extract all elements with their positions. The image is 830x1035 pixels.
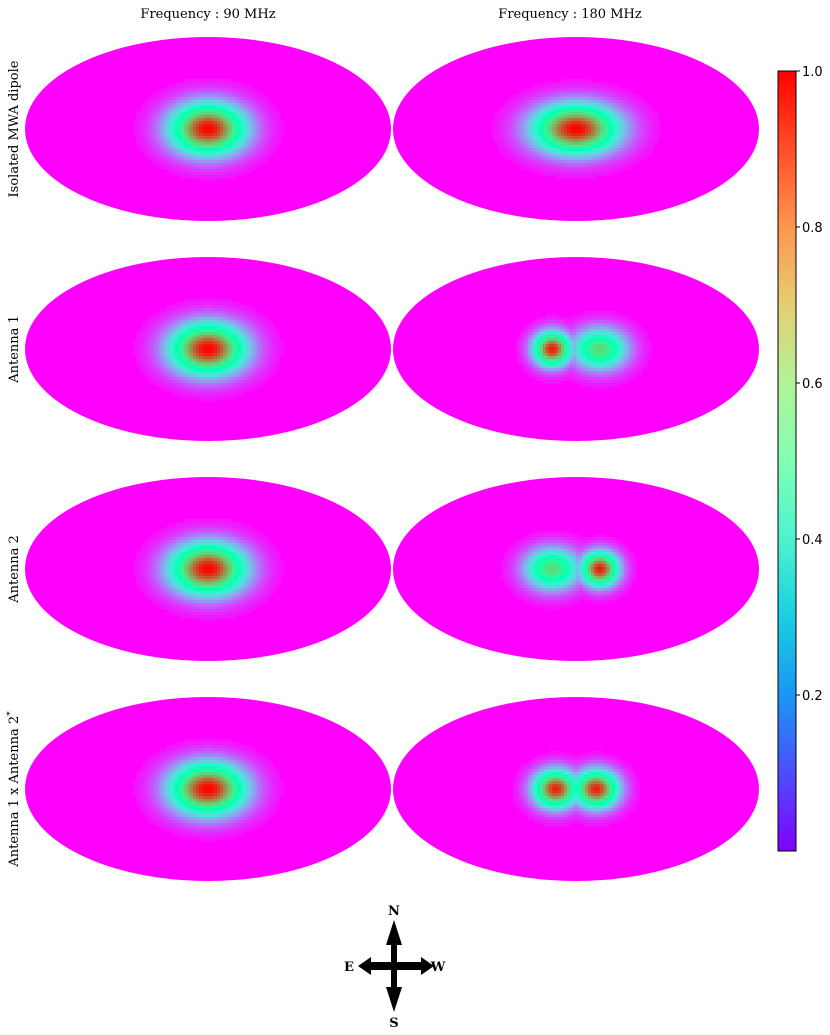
row-label-antenna-2: Antenna 2	[7, 535, 22, 604]
row-label-antenna-product: Antenna 1 x Antenna 2*	[6, 711, 22, 868]
beam-intensity-cells	[516, 311, 652, 390]
column-title-180mhz: Frequency : 180 MHz	[498, 7, 642, 22]
beam-intensity-cells	[492, 79, 661, 179]
beam-panel-r2-c1	[393, 477, 759, 661]
colorbar-ticks: 0.2 0.4 0.6 0.8 1.0	[796, 65, 823, 704]
colorbar-tick-label: 0.6	[802, 377, 823, 392]
beam-panel-r3-c0	[25, 697, 391, 881]
beam-intensity-cells	[133, 519, 284, 622]
colorbar	[777, 70, 797, 852]
compass-west-label: W	[430, 960, 446, 975]
beam-intensity-cells	[501, 531, 637, 610]
beam-panel-r1-c1	[393, 257, 759, 441]
colorbar-tick-label: 0.8	[802, 221, 823, 236]
beam-panel-r0-c0	[25, 37, 391, 221]
row-label-antenna-1: Antenna 1	[7, 315, 22, 384]
beam-panel-r0-c1	[393, 37, 759, 221]
compass: N S E W	[344, 904, 446, 1031]
column-title-90mhz: Frequency : 90 MHz	[140, 7, 275, 22]
colorbar-tick-label: 0.2	[802, 689, 823, 704]
beam-intensity-cells	[133, 79, 284, 182]
beam-panels	[25, 37, 759, 881]
row-label-isolated-dipole: Isolated MWA dipole	[7, 60, 22, 197]
beam-panel-r1-c0	[25, 257, 391, 441]
beam-intensity-cells	[513, 751, 640, 827]
colorbar-tick-label: 0.4	[802, 533, 823, 548]
compass-north-label: N	[388, 904, 400, 919]
compass-arrow-icon	[358, 920, 434, 1012]
beam-panel-r3-c1	[393, 697, 759, 881]
beam-panel-r2-c0	[25, 477, 391, 661]
colorbar-tick-label: 1.0	[802, 65, 823, 80]
beam-intensity-cells	[133, 739, 284, 842]
compass-east-label: E	[344, 960, 354, 975]
compass-south-label: S	[389, 1016, 398, 1031]
beam-intensity-cells	[133, 299, 284, 402]
